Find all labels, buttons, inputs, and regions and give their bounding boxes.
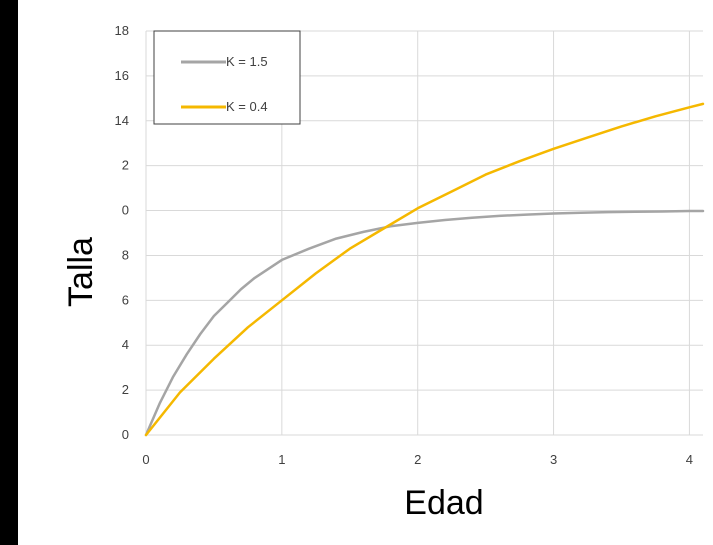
chart-canvas: 0 2 4 6 8 0 2 14 16 18 0 1 2 3 4 Talla Edad K = 1.5 K… — [18, 0, 713, 545]
series-lines — [144, 102, 705, 437]
y-tick-label: 8 — [122, 247, 129, 262]
x-tick-label: 3 — [550, 452, 557, 467]
y-tick-label: 0 — [122, 427, 129, 442]
y-tick-label: 18 — [115, 23, 129, 38]
y-tick-label: 14 — [115, 113, 129, 128]
y-tick-label: 16 — [115, 68, 129, 83]
x-tick-label: 2 — [414, 452, 421, 467]
x-tick-label: 4 — [686, 452, 693, 467]
x-tick-label: 0 — [142, 452, 149, 467]
y-tick-label: 2 — [122, 158, 129, 173]
y-tick-label: 4 — [122, 337, 129, 352]
x-axis-title: Edad — [404, 484, 483, 522]
legend-box — [153, 30, 301, 125]
y-tick-label: 6 — [122, 292, 129, 307]
y-axis-title: Talla — [62, 237, 100, 307]
legend: K = 1.5 K = 0.4 — [153, 30, 301, 125]
line-chart: 0 2 4 6 8 0 2 14 16 18 0 1 2 3 4 Talla Edad K = 1.5 K… — [62, 23, 705, 522]
y-axis-ticks: 0 2 4 6 8 0 2 14 16 18 — [115, 23, 129, 442]
x-axis-ticks: 0 1 2 3 4 — [142, 452, 693, 467]
legend-label-k-1-5: K = 1.5 — [226, 54, 268, 69]
y-tick-label: 2 — [122, 382, 129, 397]
series-line-0 — [144, 209, 705, 437]
y-tick-label: 0 — [122, 203, 129, 218]
legend-label-k-0-4: K = 0.4 — [226, 99, 268, 114]
x-tick-label: 1 — [278, 452, 285, 467]
series-line-1 — [144, 102, 705, 437]
